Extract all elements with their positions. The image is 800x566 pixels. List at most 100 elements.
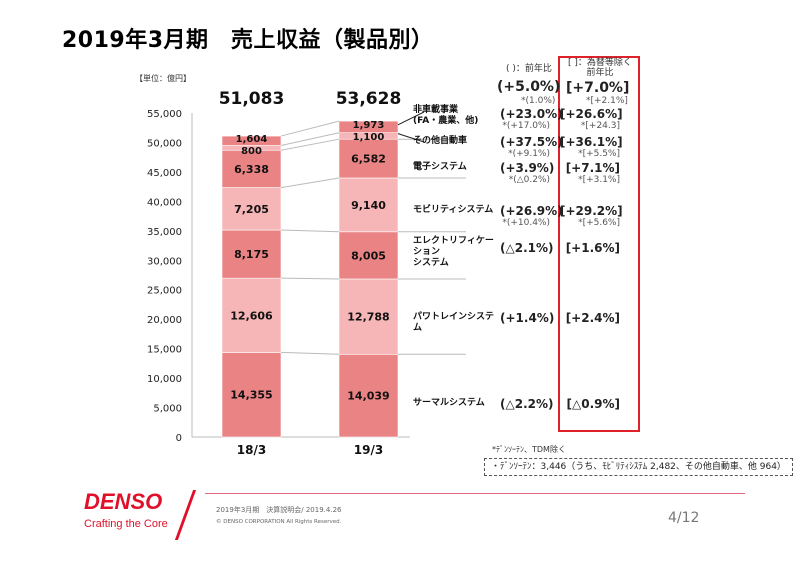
total-fx-sub: *[+2.1%] <box>586 96 628 106</box>
bar-value-label: 800 <box>241 146 262 157</box>
bar-value-label: 8,005 <box>351 249 386 262</box>
connector-line <box>280 351 340 355</box>
bar-segment <box>338 353 399 438</box>
fx-header-2: 前年比 <box>586 68 614 78</box>
segment-yoy: (+37.5%) <box>500 135 563 149</box>
total-yoy-sub: *(1.0%) <box>521 96 556 106</box>
segment-label-1: モビリティシステム <box>413 205 494 215</box>
y-tick-label: 20,000 <box>147 315 182 326</box>
bar-value-label: 12,606 <box>230 309 273 322</box>
total-yoy: (+5.0%) <box>497 79 561 95</box>
segment-label: 電子システム <box>413 162 495 173</box>
y-tick-label: 15,000 <box>147 345 182 356</box>
page-title: 2019年3月期 売上収益（製品別） <box>62 28 434 53</box>
segment-label-2: (FA・農業、他) <box>413 116 479 126</box>
bar-value-label: 1,604 <box>236 134 268 145</box>
segment-fx-sub: *[+3.1%] <box>578 175 620 185</box>
denso-ten-note: ・ﾃﾞﾝｿｰﾃﾝ：3,446（うち、ﾓﾋﾞﾘﾃｨｼｽﾃﾑ 2,482、その他自動… <box>484 458 793 476</box>
x-tick-label: 19/3 <box>354 443 383 457</box>
segment-label: エレクトリフィケーション システム <box>413 236 495 269</box>
segment-yoy-sub: *(+10.4%) <box>502 218 550 228</box>
segment-fx: [+7.1%] <box>565 161 620 175</box>
y-tick-label: 5,000 <box>153 404 182 415</box>
footer-copyright: © DENSO CORPORATION All Rights Reserved. <box>216 519 342 525</box>
segment-label: サーマルシステム <box>413 398 495 409</box>
bar-segment <box>221 187 282 231</box>
bar-segment <box>338 177 399 233</box>
footer-divider <box>205 493 745 494</box>
y-tick-label: 55,000 <box>147 109 182 120</box>
bar-value-label: 12,788 <box>347 311 389 324</box>
segment-label-2: システム <box>413 258 449 268</box>
segment-yoy: (+23.0%) <box>500 107 563 121</box>
fx-adjusted-box <box>558 56 640 432</box>
y-tick-label: 30,000 <box>147 256 182 267</box>
segment-fx: [+2.4%] <box>565 311 620 325</box>
footer-event: 2019年3月期 決算説明会/ 2019.4.26 <box>216 506 342 514</box>
segment-fx: [+36.1%] <box>560 135 623 149</box>
segment-yoy: (△2.1%) <box>500 241 554 255</box>
y-tick-label: 35,000 <box>147 227 182 238</box>
bar-segment <box>221 229 282 279</box>
stacked-bar-chart: 0 5,000 10,000 15,000 20,000 25,000 30,000 35,0… <box>147 89 466 457</box>
segment-label: その他自動車 <box>413 136 495 147</box>
tagline: Crafting the Core <box>84 518 168 530</box>
segment-fx: [+1.6%] <box>565 241 620 255</box>
segment-fx-sub: *[+24.3] <box>580 121 620 131</box>
connector-line <box>280 229 340 233</box>
segment-label-1: 非車載事業 <box>413 105 459 115</box>
segment-yoy-sub: *(+9.1%) <box>508 149 550 159</box>
bar-value-label: 9,140 <box>351 199 386 212</box>
fx-header-1: [ ]：為替等除く <box>568 58 632 68</box>
y-tick-label: 0 <box>176 433 182 444</box>
segment-fx: [+29.2%] <box>560 204 623 218</box>
bar-value-label: 6,582 <box>351 153 386 166</box>
segment-label-1: 電子システム <box>413 162 467 172</box>
segment-label-1: サーマルシステム <box>413 398 485 408</box>
bar-total-label: 53,628 <box>336 89 402 109</box>
segment-fx-sub: *[+5.6%] <box>578 218 620 228</box>
y-tick-label: 45,000 <box>147 168 182 179</box>
segment-yoy-sub: *(+17.0%) <box>502 121 550 131</box>
bar-segment <box>338 120 399 134</box>
bar-value-label: 1,100 <box>353 132 385 143</box>
fx-header: [ ]：為替等除く 前年比 <box>564 58 636 78</box>
segment-fx-sub: *[+5.5%] <box>578 149 620 159</box>
leader-line <box>397 111 425 126</box>
yoy-header: ( )：前年比 <box>506 64 552 74</box>
y-tick-label: 50,000 <box>147 138 182 149</box>
denso-logo: DENSO <box>84 489 163 514</box>
connector-line <box>280 132 340 147</box>
connector-line <box>280 138 340 151</box>
bar-segment <box>221 149 282 188</box>
bar-value-label: 14,355 <box>230 389 272 402</box>
segment-label-1: パワトレインシステム <box>413 312 495 333</box>
bar-segment <box>221 135 282 146</box>
bar-total-label: 51,083 <box>219 89 285 109</box>
segment-label: モビリティシステム <box>413 205 495 216</box>
segment-label: 非車載事業 (FA・農業、他) <box>413 105 495 127</box>
bar-value-label: 6,338 <box>234 163 269 176</box>
bar-segment <box>221 352 282 438</box>
unit-label: 【単位：億円】 <box>135 74 191 83</box>
bar-segment <box>338 278 399 355</box>
bar-value-label: 14,039 <box>347 390 389 403</box>
bar-value-label: 1,973 <box>353 120 385 131</box>
connector-line <box>280 120 340 137</box>
slash-decoration <box>174 490 197 540</box>
y-tick-label: 40,000 <box>147 197 182 208</box>
segment-fx: [+26.6%] <box>560 107 623 121</box>
bar-value-label: 7,205 <box>234 203 269 216</box>
segment-label: パワトレインシステム <box>413 312 495 334</box>
footnote: *ﾃﾞﾝｿｰﾃﾝ、TDM除く <box>492 445 566 454</box>
segment-fx: [△0.9%] <box>566 397 620 411</box>
bar-segment <box>338 138 399 179</box>
segment-yoy: (△2.2%) <box>500 397 554 411</box>
segment-label-1: その他自動車 <box>413 136 468 146</box>
segment-yoy-sub: *(△0.2%) <box>508 175 550 185</box>
segment-label-1: エレクトリフィケーション <box>413 236 494 257</box>
connector-line <box>280 177 340 189</box>
segment-yoy: (+1.4%) <box>500 311 555 325</box>
segment-yoy: (+26.9%) <box>500 204 563 218</box>
